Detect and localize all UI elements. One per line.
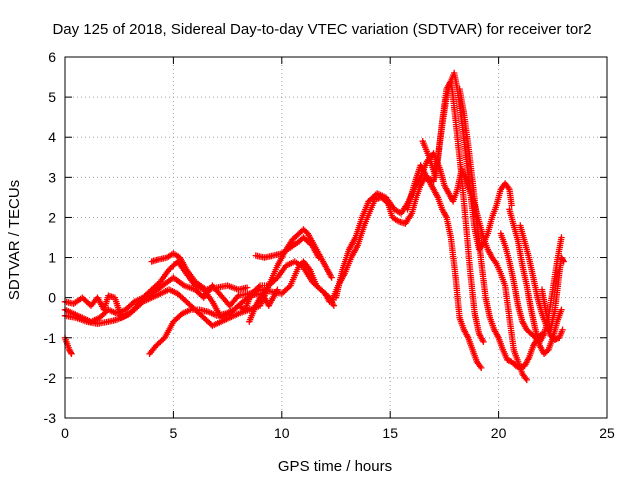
data-points	[328, 174, 485, 372]
y-tick-label: 3	[48, 169, 56, 185]
y-axis-label: SDTVAR / TECUs	[6, 180, 23, 300]
series-track-8	[252, 234, 322, 261]
series-track-17	[538, 254, 567, 333]
x-tick-label: 25	[599, 425, 615, 441]
data-points	[538, 254, 567, 333]
y-tick-label: -1	[44, 330, 57, 346]
data-points	[246, 286, 281, 325]
grid	[65, 57, 607, 418]
chart-title: Day 125 of 2018, Sidereal Day-to-day VTE…	[52, 21, 591, 38]
series-track-9	[328, 174, 485, 372]
y-tick-label: -3	[44, 410, 57, 426]
x-tick-label: 0	[61, 425, 69, 441]
series-track-15	[506, 206, 565, 357]
y-tick-label: 5	[48, 89, 56, 105]
y-tick-label: 1	[48, 250, 56, 266]
series-track-6	[146, 290, 268, 357]
series-track-5	[148, 250, 251, 293]
x-tick-label: 20	[491, 425, 507, 441]
series-track-13	[456, 85, 546, 372]
y-tick-label: 0	[48, 290, 56, 306]
y-tick-label: 6	[48, 49, 56, 65]
data-points	[419, 77, 487, 345]
x-axis-label: GPS time / hours	[278, 458, 392, 475]
y-tick-label: 4	[48, 129, 56, 145]
series-track-12	[419, 77, 487, 345]
y-tick-label: 2	[48, 209, 56, 225]
data-points	[146, 290, 268, 357]
series-track-7	[246, 286, 281, 325]
axis-ticks: 0 5 10 15 20 25 -3 -2 -1 0 1 2 3 4 5 6	[44, 49, 615, 441]
y-tick-label: -2	[44, 370, 57, 386]
data-points	[148, 250, 251, 293]
data-points	[456, 85, 546, 372]
x-tick-label: 5	[170, 425, 178, 441]
plot-border	[64, 56, 608, 419]
x-tick-label: 10	[274, 425, 290, 441]
data-points	[506, 206, 565, 357]
data-series	[61, 69, 567, 384]
data-points	[252, 234, 322, 261]
x-tick-label: 15	[382, 425, 398, 441]
